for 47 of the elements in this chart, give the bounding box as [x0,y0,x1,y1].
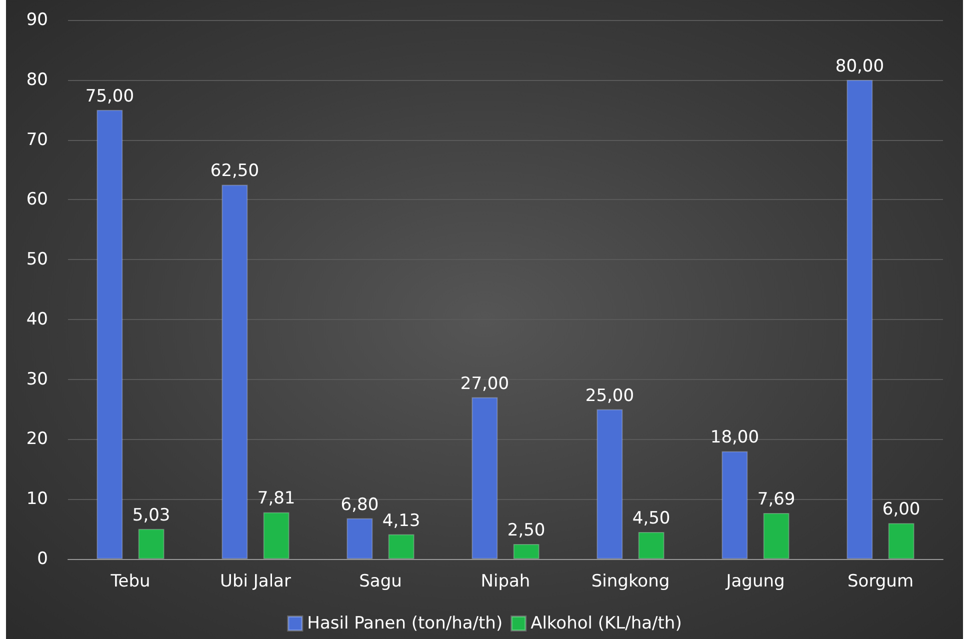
bar [888,523,914,559]
bar [596,409,623,559]
x-tick-label: Singkong [591,572,670,592]
legend-label: Alkohol (KL/ha/th) [530,614,682,634]
y-tick-label: 30 [26,369,48,390]
data-label: 25,00 [585,386,634,406]
y-tick-label: 60 [26,190,48,210]
data-label: 75,00 [85,86,134,106]
bar [263,512,290,559]
bar [138,528,164,559]
y-tick-label: 0 [37,549,48,569]
bar [513,544,540,559]
bar [763,512,790,559]
x-tick-label: Jagung [725,572,785,592]
legend-label: Hasil Panen (ton/ha/th) [307,614,503,634]
data-label: 62,50 [210,161,260,182]
data-label: 5,03 [132,505,170,526]
bar [346,518,373,559]
data-label: 7,69 [757,489,796,510]
y-tick-label: 40 [26,309,48,330]
y-tick-label: 50 [26,250,48,270]
x-tick-label: Nipah [480,572,530,592]
x-tick-label: Ubi Jalar [220,572,291,592]
y-tick-label: 70 [26,130,48,150]
bar [846,80,873,559]
data-label: 27,00 [460,374,510,394]
x-tick-label: Tebu [110,572,150,592]
y-tick-label: 10 [26,489,48,510]
x-tick-label: Sagu [359,572,402,592]
bar [222,184,248,559]
x-tick-label: Sorgum [847,572,914,592]
y-tick-label: 90 [26,10,48,30]
data-label: 6,00 [882,500,920,520]
bar [96,110,123,559]
data-label: 2,50 [507,520,546,541]
data-label: 80,00 [835,56,884,76]
data-label: 4,50 [632,508,670,529]
bar [638,532,664,559]
data-label: 4,13 [382,510,420,531]
bar [722,451,748,559]
y-tick-label: 20 [26,429,48,450]
bar [388,534,414,559]
y-tick-label: 80 [26,70,48,90]
data-label: 6,80 [340,494,379,515]
bar [472,397,498,559]
data-label: 18,00 [710,428,760,448]
data-label: 7,81 [257,488,296,509]
